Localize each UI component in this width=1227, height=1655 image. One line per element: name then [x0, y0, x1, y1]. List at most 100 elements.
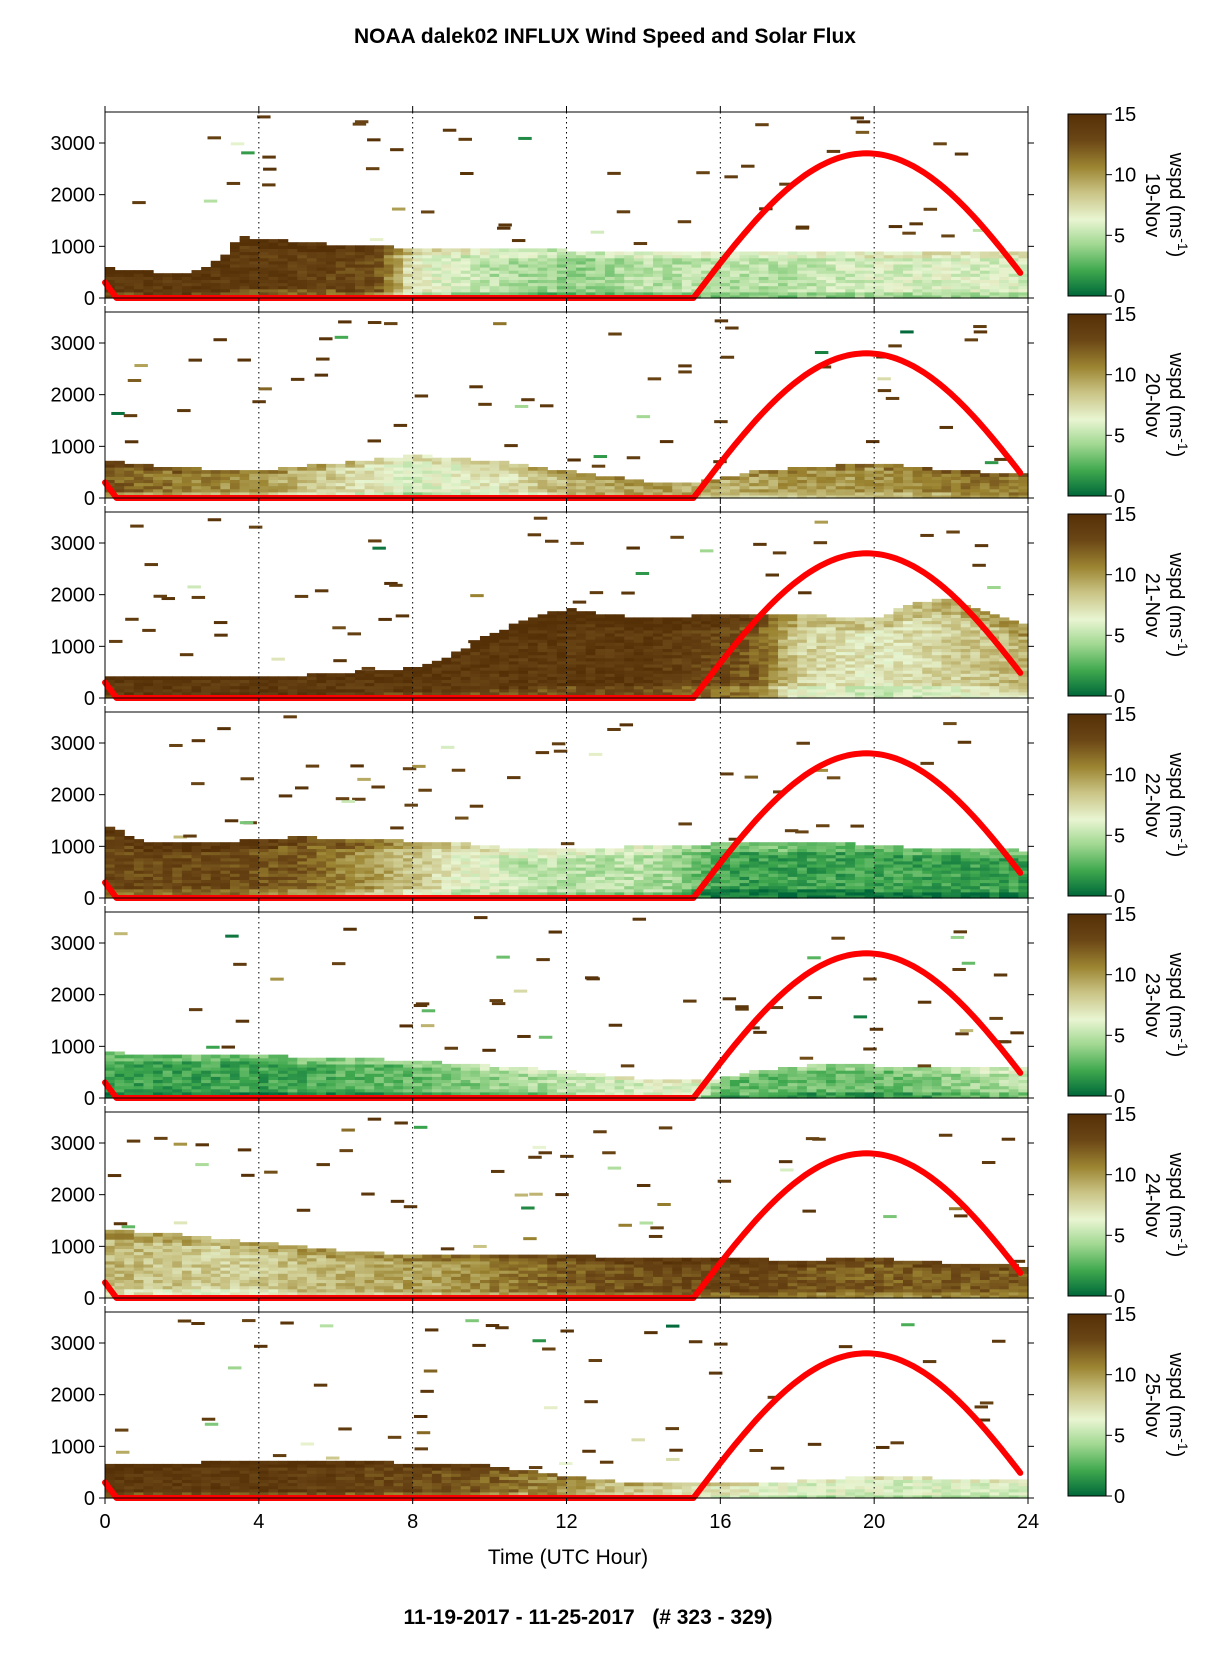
heatmap-cell: [778, 667, 789, 671]
heatmap-cell: [768, 685, 779, 690]
heatmap-cell: [114, 463, 125, 468]
heatmap-cell: [422, 676, 433, 680]
heatmap-cell: [633, 491, 645, 496]
heatmap-speck: [678, 364, 692, 368]
heatmap-cell: [153, 860, 164, 865]
heatmap-cell: [845, 285, 856, 290]
heatmap-cell: [470, 257, 481, 262]
heatmap-cell: [931, 473, 943, 477]
heatmap-cell: [556, 651, 568, 656]
heatmap-cell: [835, 648, 846, 653]
heatmap-cell: [922, 620, 933, 625]
heatmap-cell: [749, 485, 760, 490]
heatmap-cell: [278, 879, 289, 884]
heatmap-cell: [806, 617, 818, 622]
heatmap-cell: [797, 673, 808, 677]
heatmap-cell: [624, 632, 635, 637]
heatmap-cell: [412, 676, 423, 680]
heatmap-cell: [239, 282, 250, 287]
heatmap-cell: [143, 479, 154, 484]
heatmap-cell: [970, 679, 981, 684]
heatmap-cell: [470, 488, 481, 493]
heatmap-cell: [960, 251, 971, 256]
heatmap-cell: [883, 657, 894, 662]
heatmap-cell: [672, 685, 683, 690]
heatmap-cell: [1008, 642, 1019, 646]
heatmap-cell: [797, 282, 808, 287]
heatmap-cell: [566, 479, 577, 484]
heatmap-cell: [489, 651, 500, 656]
heatmap-cell: [758, 494, 769, 499]
heatmap-cell: [903, 267, 914, 271]
y-tick-label: 2000: [51, 385, 96, 407]
heatmap-cell: [662, 676, 673, 680]
heatmap-cell: [970, 667, 981, 671]
heatmap-cell: [547, 682, 558, 687]
heatmap-cell: [470, 476, 481, 480]
heatmap-cell: [826, 660, 837, 665]
heatmap-cell: [181, 479, 193, 484]
heatmap-cell: [778, 279, 789, 284]
heatmap-speck: [621, 591, 635, 595]
heatmap-cell: [316, 270, 327, 274]
heatmap-cell: [479, 257, 491, 262]
heatmap-cell: [922, 601, 933, 606]
heatmap-cell: [441, 657, 452, 662]
heatmap-cell: [528, 676, 539, 680]
heatmap-cell: [778, 636, 789, 640]
heatmap-cell: [374, 491, 385, 496]
heatmap-cell: [431, 685, 443, 690]
heatmap-cell: [499, 663, 510, 668]
heatmap-cell: [720, 642, 731, 646]
heatmap-cell: [893, 636, 904, 640]
heatmap-cell: [354, 288, 366, 293]
heatmap-cell: [316, 473, 327, 477]
y-tick-label: 1000: [51, 236, 96, 258]
heatmap-cell: [806, 676, 818, 680]
heatmap-cell: [422, 667, 433, 671]
heatmap-cell: [143, 473, 154, 477]
heatmap-cell: [701, 488, 712, 493]
heatmap-cell: [931, 654, 943, 659]
heatmap-speck: [470, 594, 484, 598]
heatmap-cell: [528, 682, 539, 687]
heatmap-cell: [970, 645, 981, 649]
heatmap-cell: [1018, 639, 1029, 643]
heatmap-cell: [489, 276, 500, 280]
heatmap-cell: [826, 694, 837, 699]
heatmap-cell: [105, 473, 116, 477]
heatmap-cell: [643, 282, 654, 287]
heatmap-cell: [479, 479, 491, 484]
heatmap-cell: [191, 873, 202, 877]
heatmap-cell: [739, 267, 750, 271]
heatmap-cell: [499, 629, 510, 634]
heatmap-cell: [960, 276, 971, 280]
heatmap-cell: [614, 291, 625, 296]
heatmap-cell: [297, 267, 308, 271]
heatmap-cell: [922, 654, 933, 659]
heatmap-cell: [1018, 648, 1029, 653]
heatmap-cell: [354, 676, 366, 680]
heatmap-cell: [999, 476, 1010, 480]
heatmap-cell: [1018, 654, 1029, 659]
heatmap-cell: [778, 626, 789, 631]
heatmap-cell: [393, 257, 404, 262]
heatmap-cell: [278, 851, 289, 856]
heatmap-cell: [316, 285, 327, 290]
heatmap-cell: [951, 270, 962, 274]
heatmap-cell: [893, 282, 904, 287]
heatmap-cell: [912, 476, 923, 480]
heatmap-cell: [297, 479, 308, 484]
heatmap-cell: [989, 479, 1000, 484]
heatmap-cell: [931, 623, 943, 628]
heatmap-cell: [258, 876, 270, 880]
heatmap-cell: [710, 620, 721, 625]
heatmap-cell: [854, 639, 866, 643]
heatmap-cell: [576, 476, 587, 480]
heatmap-cell: [191, 845, 202, 849]
heatmap-cell: [960, 620, 971, 625]
heatmap-speck: [460, 172, 474, 175]
heatmap-cell: [903, 257, 914, 262]
heatmap-cell: [354, 273, 366, 277]
heatmap-cell: [306, 688, 318, 693]
